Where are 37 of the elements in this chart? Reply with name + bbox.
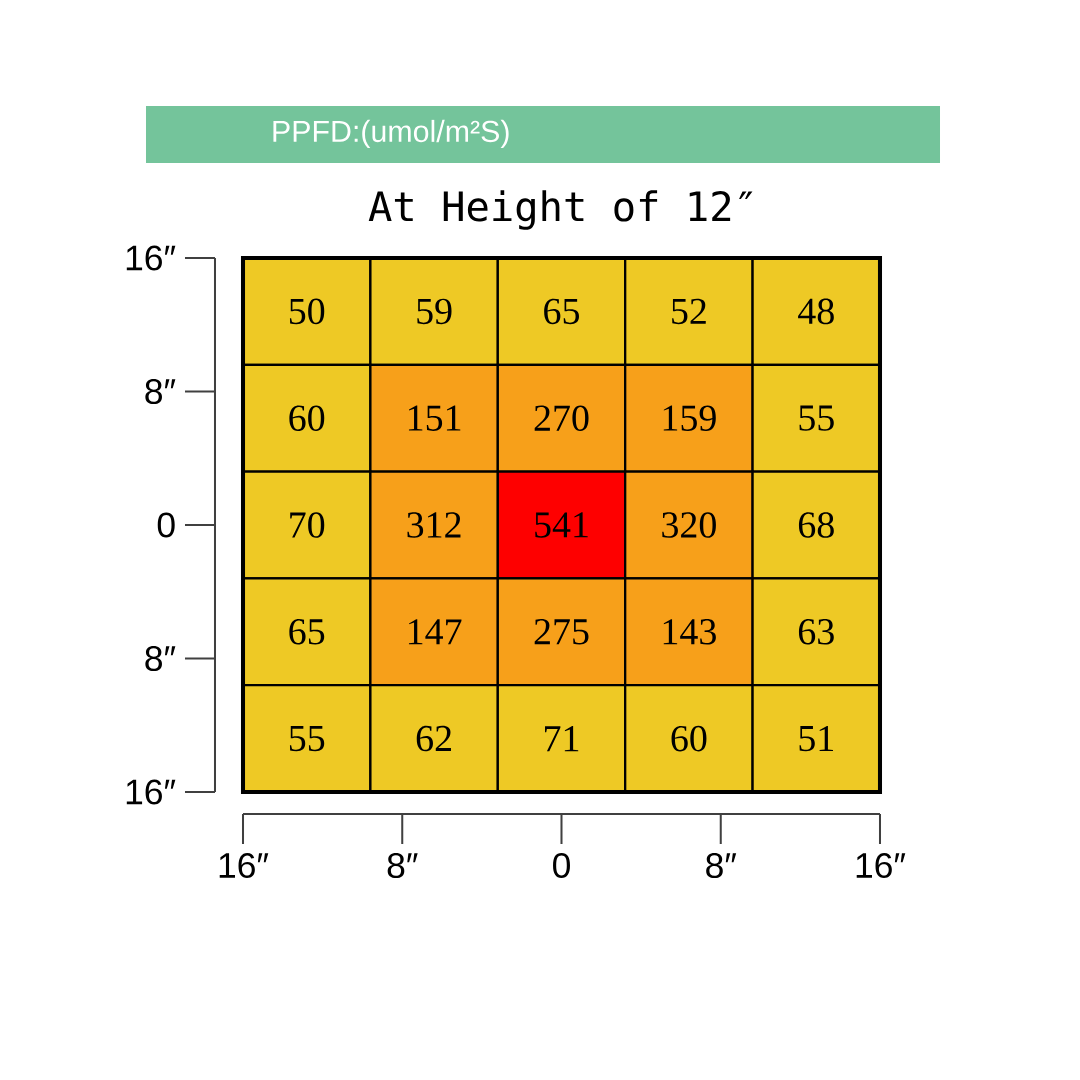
data-label: 60 bbox=[289, 405, 325, 431]
data-label: 55 bbox=[799, 405, 834, 431]
data-label: 320 bbox=[662, 512, 716, 538]
y-tick-label: 8″ bbox=[145, 378, 176, 405]
data-label: 159 bbox=[663, 405, 716, 431]
data-label: 62 bbox=[416, 725, 451, 752]
data-label: 147 bbox=[408, 619, 462, 645]
data-label: 151 bbox=[408, 405, 461, 431]
x-tick-label: 8″ bbox=[706, 852, 737, 879]
y-tick-label: 0 bbox=[157, 512, 175, 538]
data-label: 312 bbox=[407, 512, 461, 538]
data-label: 143 bbox=[663, 619, 716, 645]
y-tick-label: 16″ bbox=[126, 245, 176, 271]
y-tick-label: 8″ bbox=[145, 645, 176, 672]
data-label: 50 bbox=[289, 298, 325, 325]
data-label: 63 bbox=[798, 619, 834, 645]
data-label: 55 bbox=[289, 726, 325, 752]
x-tick-label: 16″ bbox=[219, 852, 269, 879]
data-label: 68 bbox=[798, 512, 834, 538]
data-label: 52 bbox=[672, 298, 706, 325]
data-label: 71 bbox=[545, 726, 579, 752]
data-label: 270 bbox=[534, 405, 589, 431]
chart-subtitle: At Height of 12″ bbox=[368, 190, 753, 230]
data-label: 541 bbox=[535, 512, 588, 538]
data-label: 65 bbox=[544, 298, 579, 325]
data-label: 60 bbox=[671, 725, 707, 752]
x-tick-label: 8″ bbox=[387, 852, 418, 879]
y-tick-label: 16″ bbox=[126, 779, 176, 805]
data-label: 70 bbox=[290, 512, 325, 538]
data-label: 275 bbox=[534, 619, 589, 645]
chart-title: PPFD:(umol/m²S) bbox=[273, 119, 509, 149]
data-label: 48 bbox=[798, 298, 834, 325]
data-label: 65 bbox=[289, 619, 325, 645]
x-tick-label: 16″ bbox=[856, 852, 906, 879]
data-label: 51 bbox=[799, 725, 833, 752]
data-label: 59 bbox=[417, 298, 452, 325]
x-tick-label: 0 bbox=[553, 852, 570, 879]
